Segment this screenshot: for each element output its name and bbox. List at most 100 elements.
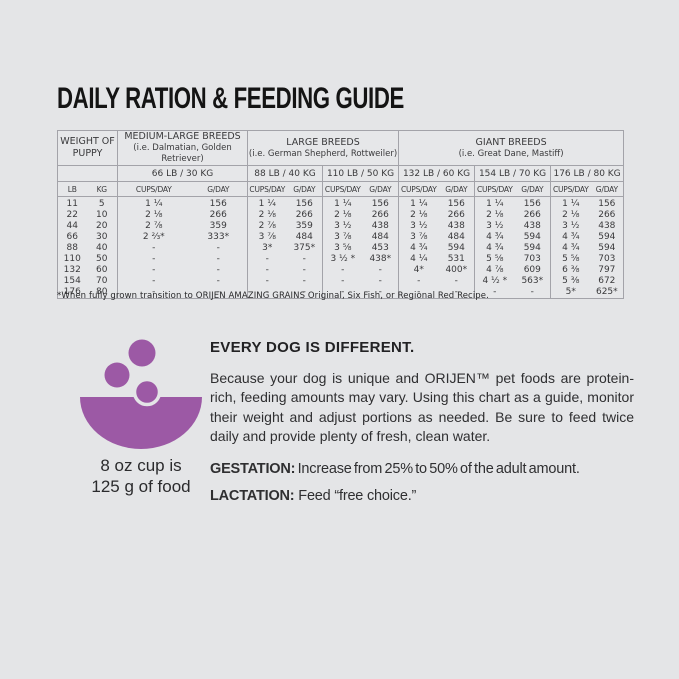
cell-value: 594	[598, 243, 616, 253]
cell-value: 672	[598, 276, 616, 286]
cell-value: -	[216, 287, 220, 297]
table-footnote: *When fully grown transition to ORIJEN A…	[57, 291, 489, 301]
cell-value: 4 ¾	[474, 243, 515, 254]
cup-caption-line2: 125 g of food	[91, 477, 191, 496]
cell-value: 5*	[550, 287, 591, 299]
cell-value: 2 ⅔*	[117, 232, 190, 243]
cell-value: 625*	[595, 287, 618, 297]
table-row: 132 60- - - - - -4* 400* 4 ⅞ 609 6 ⅜ 797	[58, 265, 624, 276]
cell-value: 609	[523, 265, 541, 275]
cell-value: -	[117, 254, 190, 265]
cell-value: 3 ½	[474, 221, 515, 232]
cell-value: 4 ¾	[398, 243, 439, 254]
cell-value: -	[117, 276, 190, 287]
cell-value: 3 ½	[550, 221, 591, 232]
page-title: DAILY RATION & FEEDING GUIDE	[57, 82, 404, 115]
units-header-row: LB KG CUPS/DAY G/DAY CUPS/DAY G/DAY CUPS…	[57, 181, 624, 197]
cups-day-header: CUPS/DAY	[474, 181, 515, 197]
group-header-row: WEIGHT OF PUPPY MEDIUM-LARGE BREEDS (i.e…	[57, 130, 624, 166]
cell-lb: 176	[63, 287, 81, 297]
adult-weight-176: 176 LB / 80 KG	[550, 165, 624, 182]
cell-value: -	[378, 276, 382, 286]
cell-value: -	[216, 276, 220, 286]
info-heading: EVERY DOG IS DIFFERENT.	[210, 339, 415, 356]
group-name: GIANT BREEDS	[475, 136, 547, 148]
table-row: 88 40- -3* 375* 3 ⅝ 453 4 ¾ 594 4 ¾ 594 4 ¾ 594	[58, 243, 624, 254]
weight-of-puppy-header: WEIGHT OF PUPPY	[60, 136, 115, 159]
cell-lb: 110	[63, 254, 81, 264]
cell-value: 1 ¼	[474, 196, 515, 210]
adult-weight-154: 154 LB / 70 KG	[474, 165, 551, 182]
cell-value: 266	[209, 210, 227, 220]
adult-weight-66: 66 LB / 30 KG	[117, 165, 248, 182]
g-day-header: G/DAY	[595, 184, 618, 194]
cell-value: 594	[523, 243, 541, 253]
cell-value: -	[216, 243, 220, 253]
cell-value: 266	[447, 210, 465, 220]
cell-value: 4 ¼	[398, 254, 439, 265]
cell-value: 2 ⅞	[117, 221, 190, 232]
cell-value: -	[378, 265, 382, 275]
cell-kg: 40	[96, 243, 108, 253]
cell-lb: 44	[66, 221, 78, 231]
cell-value: 3 ½	[398, 221, 439, 232]
cups-day-header: CUPS/DAY	[398, 181, 439, 197]
cell-value: 2 ⅞	[247, 221, 287, 232]
table-row: 154 70- - - - - - - -4 ½ * 563* 5 ⅜ 672	[58, 276, 624, 287]
feeding-table-container: WEIGHT OF PUPPY MEDIUM-LARGE BREEDS (i.e…	[57, 130, 625, 299]
cell-value: 594	[447, 243, 465, 253]
adult-weight-88: 88 LB / 40 KG	[247, 165, 323, 182]
lactation-text: Feed “free choice.”	[294, 488, 417, 505]
cell-value: 400*	[445, 265, 468, 275]
cell-value: 484	[295, 232, 313, 242]
cell-value: 1 ¼	[247, 196, 287, 210]
cell-value: 156	[523, 199, 541, 209]
cell-value: -	[378, 287, 382, 297]
cell-value: -	[216, 265, 220, 275]
group-name: LARGE BREEDS	[286, 136, 360, 148]
cell-value: 266	[598, 210, 616, 220]
g-day-header: G/DAY	[445, 184, 468, 194]
cell-value: 156	[295, 199, 313, 209]
cell-kg: 60	[96, 265, 108, 275]
cell-value: 266	[523, 210, 541, 220]
cell-value: 2 ⅛	[322, 210, 363, 221]
cell-value: 3 ⅝	[322, 243, 363, 254]
cell-value: 797	[598, 265, 616, 275]
adult-weight-132: 132 LB / 60 KG	[398, 165, 475, 182]
cell-value: -	[117, 243, 190, 254]
table-row: 176 80- - - - - - - - - -5* 625*	[58, 287, 624, 299]
lactation-note: LACTATION: Feed “free choice.”	[210, 488, 634, 504]
cell-value: -	[247, 276, 287, 287]
bowl-shape	[80, 397, 202, 449]
cell-value: 2 ⅛	[398, 210, 439, 221]
kibble-circle	[104, 362, 130, 388]
g-day-header: G/DAY	[207, 184, 230, 194]
lb-column-header: LB	[67, 184, 77, 194]
kibble-circle	[128, 339, 156, 367]
cell-value: -	[322, 287, 363, 299]
group-examples: (i.e. German Shepherd, Rottweiler)	[248, 148, 398, 159]
cell-value: 4 ¾	[550, 232, 591, 243]
cell-value: 1 ¼	[322, 196, 363, 210]
table-row: 44 20 2 ⅞ 359 2 ⅞ 359 3 ½ 438 3 ½ 438 3 ½ 438 3 ½ 438	[58, 221, 624, 232]
table-row: 110 50- - - -3 ½ * 438* 4 ¼ 531 5 ⅝ 703 5 ⅝ 703	[58, 254, 624, 265]
cell-value: 2 ⅛	[550, 210, 591, 221]
cell-lb: 88	[66, 243, 78, 253]
cup-measure-caption: 8 oz cup is 125 g of food	[61, 455, 221, 497]
cell-value: 3 ⅞	[247, 232, 287, 243]
cell-lb: 132	[63, 265, 81, 275]
cell-value: 359	[295, 221, 313, 231]
cell-value: 156	[447, 199, 465, 209]
cell-value: 156	[598, 199, 616, 209]
cell-value: -	[530, 287, 534, 297]
cell-value: 266	[371, 210, 389, 220]
cell-value: -	[474, 287, 515, 299]
table-row: 22 10 2 ⅛ 266 2 ⅛ 266 2 ⅛ 266 2 ⅛ 266 2 ⅛ 266 2 ⅛ 266	[58, 210, 624, 221]
cell-kg: 30	[96, 232, 108, 242]
medium-large-breeds-header: MEDIUM-LARGE BREEDS (i.e. Dalmatian, Gol…	[117, 130, 248, 166]
cell-value: 5 ⅜	[550, 276, 591, 287]
cell-value: -	[454, 276, 458, 286]
kg-column-header: KG	[96, 184, 108, 194]
